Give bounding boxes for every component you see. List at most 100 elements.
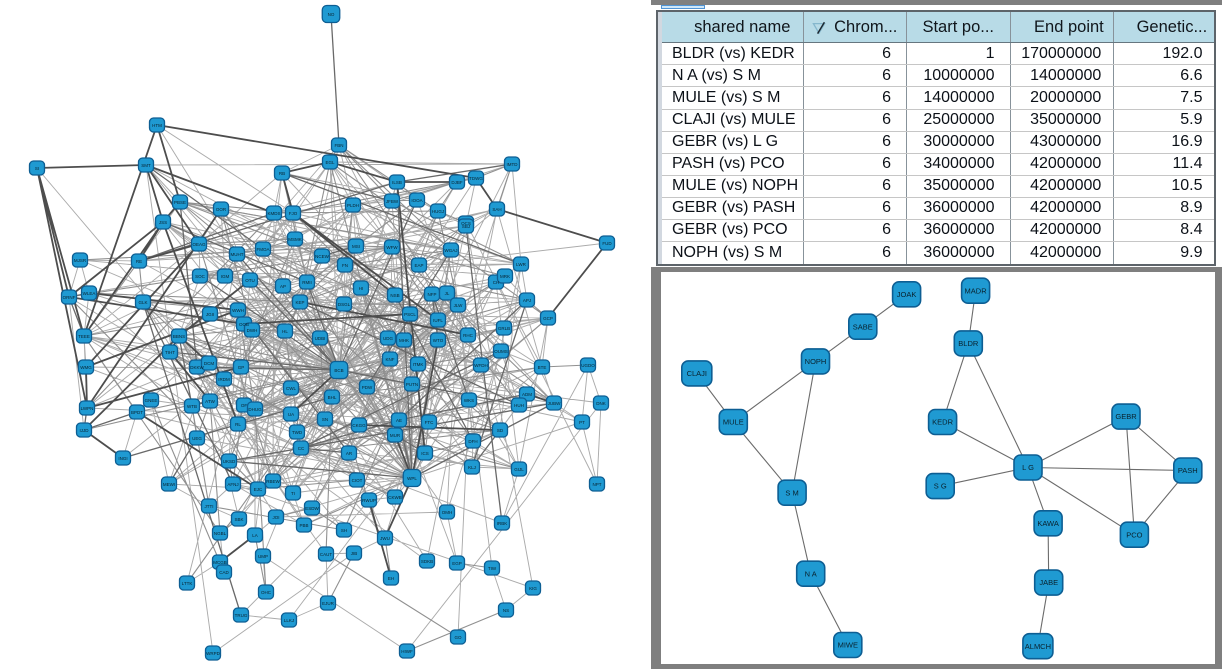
svg-text:CLAJI: CLAJI [687,369,707,378]
svg-text:MIWE: MIWE [838,640,858,649]
svg-text:MCGB: MCGB [213,560,227,565]
svg-text:PBB: PBB [299,523,308,528]
svg-text:WFDH: WFDH [474,363,488,368]
svg-text:PDW: PDW [362,385,373,390]
svg-text:HUGJ: HUGJ [432,209,444,214]
svg-text:KEDR: KEDR [932,417,953,426]
svg-text:UA: UA [288,412,294,417]
svg-text:NS: NS [503,608,509,613]
svg-text:KEP: KEP [295,300,304,305]
svg-text:OUMS: OUMS [494,349,508,354]
svg-text:DCM: DCM [204,361,214,366]
svg-text:NPT: NPT [593,482,602,487]
svg-text:SBK: SBK [234,517,243,522]
svg-text:TIW: TIW [488,566,497,571]
svg-text:AE: AE [396,418,402,423]
svg-text:FUD: FUD [602,241,612,246]
svg-text:WLEA: WLEA [83,291,96,296]
svg-text:BBNS: BBNS [173,334,185,339]
svg-text:SI: SI [35,166,39,171]
svg-text:UGDO: UGDO [581,363,595,368]
svg-text:RMII: RMII [302,280,312,285]
svg-text:IOOA: IOOA [411,198,422,203]
svg-text:LA: LA [252,533,258,538]
svg-text:FN: FN [342,263,348,268]
svg-text:CKWB: CKWB [388,495,402,500]
svg-text:OOR: OOR [216,207,227,212]
svg-text:WPL: WPL [407,476,417,481]
svg-text:PBSE: PBSE [174,200,186,205]
svg-text:UDG: UDG [383,336,393,341]
svg-text:RL: RL [235,422,241,427]
svg-text:SMT: SMT [141,163,151,168]
svg-text:BTE: BTE [538,365,547,370]
svg-text:WRPD: WRPD [206,651,220,656]
svg-text:JGII: JGII [206,312,214,317]
svg-text:ICS: ICS [421,451,429,456]
svg-text:TEEE: TEEE [78,334,90,339]
svg-text:FBN: FBN [335,143,344,148]
svg-text:OHC: OHC [261,590,272,595]
svg-text:SOC: SOC [195,274,206,279]
svg-text:LWPN: LWPN [81,406,94,411]
svg-text:TI: TI [291,491,295,496]
svg-text:NSB: NSB [390,293,399,298]
svg-text:EJUR: EJUR [322,601,335,606]
svg-text:RHC: RHC [463,333,473,338]
svg-text:EGL: EGL [325,160,335,165]
svg-text:UDBI: UDBI [315,336,326,341]
svg-text:SABE: SABE [853,322,873,331]
svg-text:GLK: GLK [138,300,147,305]
svg-text:MRK: MRK [500,274,510,279]
svg-text:ALMCH: ALMCH [1025,641,1051,650]
svg-text:RE: RE [136,259,142,264]
svg-text:ADM: ADM [522,392,532,397]
svg-text:HTM: HTM [152,123,162,128]
svg-text:EAP: EAP [414,263,423,268]
svg-text:NOPH: NOPH [805,357,827,366]
svg-text:SD: SD [497,428,504,433]
svg-text:WFW: WFW [386,245,398,250]
svg-text:EH: EH [388,576,394,581]
svg-text:HIWF: HIWF [401,649,413,654]
svg-text:IRDM: IRDM [218,377,230,382]
svg-text:ESDW: ESDW [305,506,319,511]
svg-text:AP: AP [280,284,286,289]
svg-text:EJC: EJC [254,487,263,492]
svg-text:IMTD: IMTD [507,162,519,167]
svg-text:JSS: JSS [159,220,167,225]
svg-text:ORNF: ORNF [63,295,76,300]
svg-text:RBEW: RBEW [266,479,280,484]
svg-text:HL: HL [282,329,288,334]
svg-text:N A: N A [805,569,817,578]
svg-text:MEWI: MEWI [163,482,175,487]
svg-text:WMG: WMG [80,365,92,370]
svg-text:IJJD: IJJD [80,428,90,433]
svg-text:OF: OF [241,403,248,408]
svg-text:DSGL: DSGL [338,302,351,307]
svg-text:JLW: JLW [454,303,463,308]
svg-text:JWU: JWU [380,536,390,541]
svg-text:HI: HI [359,286,364,291]
svg-text:UEG: UEG [192,436,202,441]
svg-text:CIOT: CIOT [352,478,363,483]
svg-text:GRLB: GRLB [498,326,510,331]
svg-text:L G: L G [1022,463,1034,472]
svg-text:CAD: CAD [219,570,229,575]
svg-text:TDWG: TDWG [469,176,483,181]
svg-text:NGBL: NGBL [214,531,227,536]
svg-text:JFBW: JFBW [386,199,399,204]
svg-text:SAH: SAH [492,207,501,212]
svg-text:CWL: CWL [286,386,296,391]
svg-text:MUHT: MUHT [231,252,244,257]
svg-text:LWR: LWR [516,262,526,267]
svg-text:DHUG: DHUG [248,407,262,412]
svg-text:TIHT: TIHT [165,350,175,355]
svg-text:KNF: KNF [386,357,395,362]
svg-text:NO: NO [328,12,335,17]
svg-text:GNEE: GNEE [145,398,158,403]
svg-text:WTB: WTB [187,404,197,409]
svg-text:MHK: MHK [399,338,409,343]
svg-text:TRUG: TRUG [235,613,248,618]
svg-text:RWUP: RWUP [362,498,376,503]
